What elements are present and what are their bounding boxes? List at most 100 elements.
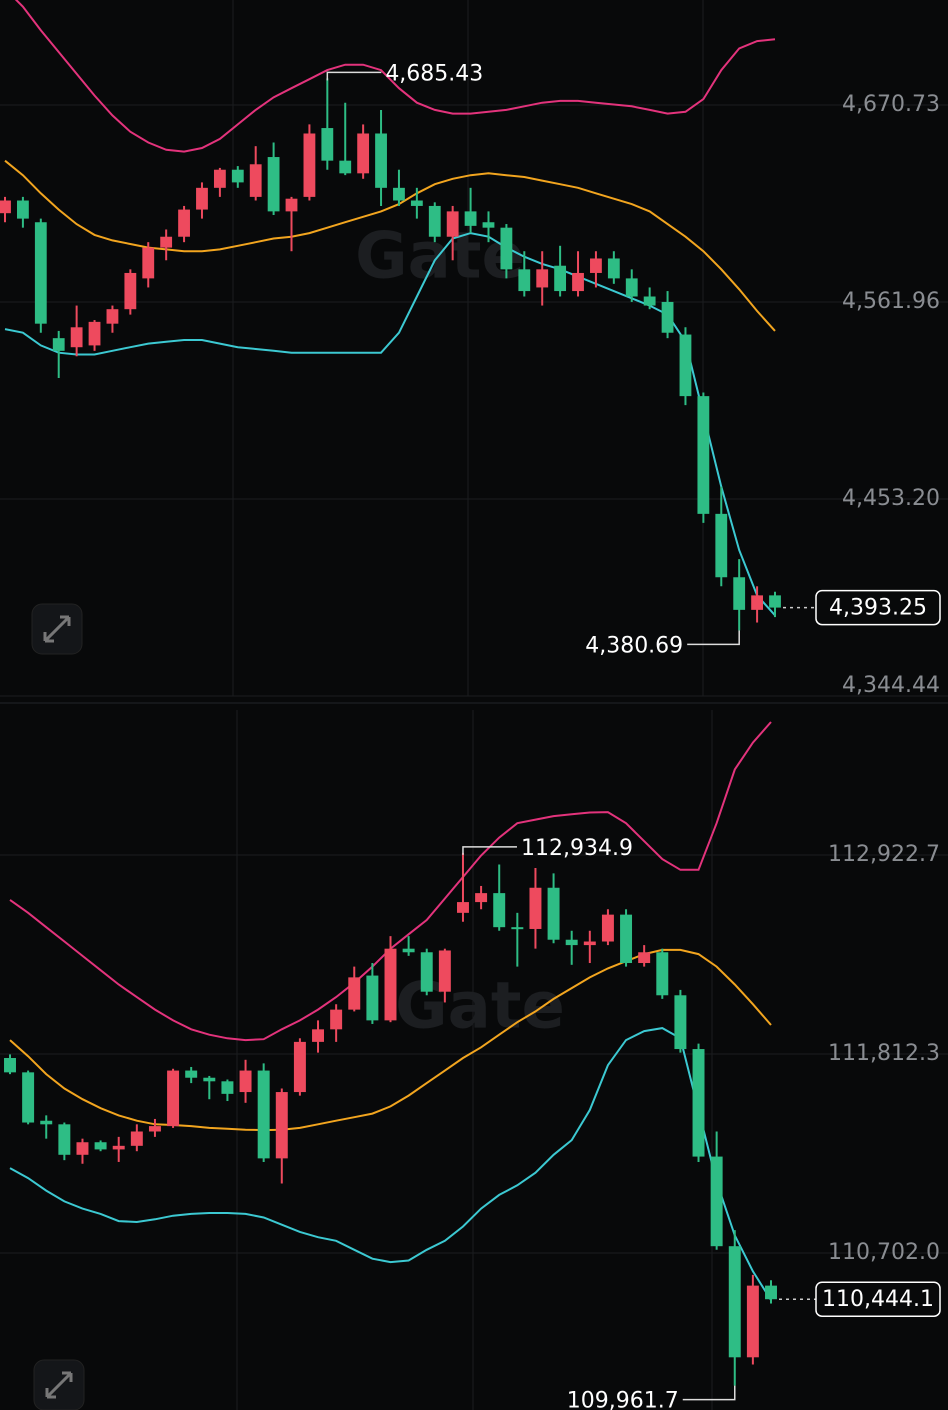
candle-body — [366, 975, 379, 1021]
y-tick-label: 4,453.20 — [842, 486, 940, 511]
last-price-label: 110,444.1 — [822, 1287, 934, 1312]
expand-icon — [45, 1371, 73, 1399]
candle-body — [257, 1070, 270, 1159]
candle-body — [536, 269, 549, 288]
candle-body — [40, 1120, 53, 1125]
candle-body — [511, 927, 524, 930]
candle-body — [446, 211, 459, 237]
high-label: 112,934.9 — [521, 836, 633, 861]
candle-body — [58, 1124, 71, 1155]
candle-body — [94, 1142, 107, 1150]
band-line — [9, 1027, 772, 1301]
candle-body — [625, 278, 638, 297]
candle-body — [674, 995, 687, 1050]
candle-body — [124, 272, 137, 310]
candle-body — [106, 309, 119, 324]
candle-body — [231, 169, 244, 183]
candle-body — [493, 893, 506, 928]
candle-body — [22, 1072, 35, 1123]
candle-body — [293, 1041, 306, 1093]
y-tick-label: 111,812.3 — [828, 1041, 940, 1066]
candle-body — [34, 222, 47, 324]
low-leader — [687, 630, 740, 646]
candle-body — [213, 169, 226, 188]
candle-body — [572, 272, 584, 292]
candle-body — [769, 595, 781, 608]
candle-body — [410, 200, 423, 206]
candle-body — [4, 1058, 16, 1073]
candle-body — [733, 577, 746, 610]
candle-body — [661, 301, 674, 333]
candle-body — [52, 338, 65, 351]
candle-body — [330, 1009, 343, 1030]
candle-body — [751, 595, 764, 610]
candle-body — [267, 157, 280, 212]
candle-body — [384, 948, 397, 1021]
y-tick-label: 4,344.44 — [842, 673, 940, 698]
candle-body — [679, 334, 692, 397]
y-tick-label: 4,561.96 — [842, 289, 940, 314]
candle-body — [203, 1077, 216, 1082]
candle-body — [160, 236, 173, 248]
candle-body — [638, 952, 651, 964]
last-price-box — [815, 589, 941, 626]
panel: Gate 110,702.0 111,812.3 112,922.7 112,934.9… — [0, 721, 948, 1410]
low-label: 109,961.7 — [567, 1389, 679, 1410]
candle-body — [148, 1126, 161, 1132]
candle-body — [196, 187, 208, 210]
candle-body — [692, 1049, 705, 1157]
candle-body — [357, 133, 370, 174]
candle-body — [393, 187, 405, 201]
candle-body — [583, 941, 596, 946]
candle-body — [321, 128, 334, 161]
candle-body — [554, 265, 567, 292]
candle-body — [547, 887, 560, 940]
candle-body — [142, 247, 155, 279]
candle-body — [656, 952, 669, 996]
candle-body — [303, 133, 316, 197]
candle-body — [482, 222, 495, 228]
candle-body — [185, 1070, 198, 1078]
candle-body — [16, 200, 29, 219]
candle-body — [620, 914, 633, 964]
vertical-grid — [232, 0, 713, 1410]
high-leader — [326, 71, 382, 81]
candle-body — [70, 327, 83, 348]
candle-body — [643, 296, 656, 306]
candle-body — [710, 1156, 723, 1247]
candle-body — [285, 198, 298, 212]
candle-body — [464, 211, 477, 226]
candle-body — [112, 1145, 125, 1150]
candle-body — [438, 950, 451, 992]
expand-button[interactable] — [31, 603, 83, 655]
candle-body — [178, 209, 190, 237]
candle-body — [167, 1070, 180, 1127]
candle-body — [221, 1081, 234, 1094]
candle-body — [420, 952, 433, 992]
candle-body — [339, 160, 352, 174]
band-line — [4, 159, 776, 332]
candle-body — [697, 396, 710, 514]
y-tick-label: 110,702.0 — [828, 1240, 940, 1265]
last-price-label: 4,393.25 — [829, 596, 927, 621]
band-line — [14, 0, 776, 153]
candle-body — [728, 1246, 741, 1358]
candle-body — [607, 258, 620, 279]
expand-icon — [43, 615, 71, 643]
y-tick-label: 112,922.7 — [828, 842, 940, 867]
candle-body — [500, 227, 513, 270]
candle-body — [715, 513, 728, 578]
expand-button[interactable] — [33, 1359, 85, 1410]
candle-body — [348, 977, 361, 1010]
candle-body — [130, 1131, 143, 1146]
candle-body — [765, 1285, 777, 1300]
candle-body — [275, 1092, 288, 1159]
candle-body — [88, 321, 101, 346]
candle-body — [475, 893, 488, 903]
candle-body — [518, 269, 531, 292]
candle-body — [601, 914, 614, 942]
candle-body — [590, 258, 602, 273]
candle-body — [375, 133, 387, 188]
